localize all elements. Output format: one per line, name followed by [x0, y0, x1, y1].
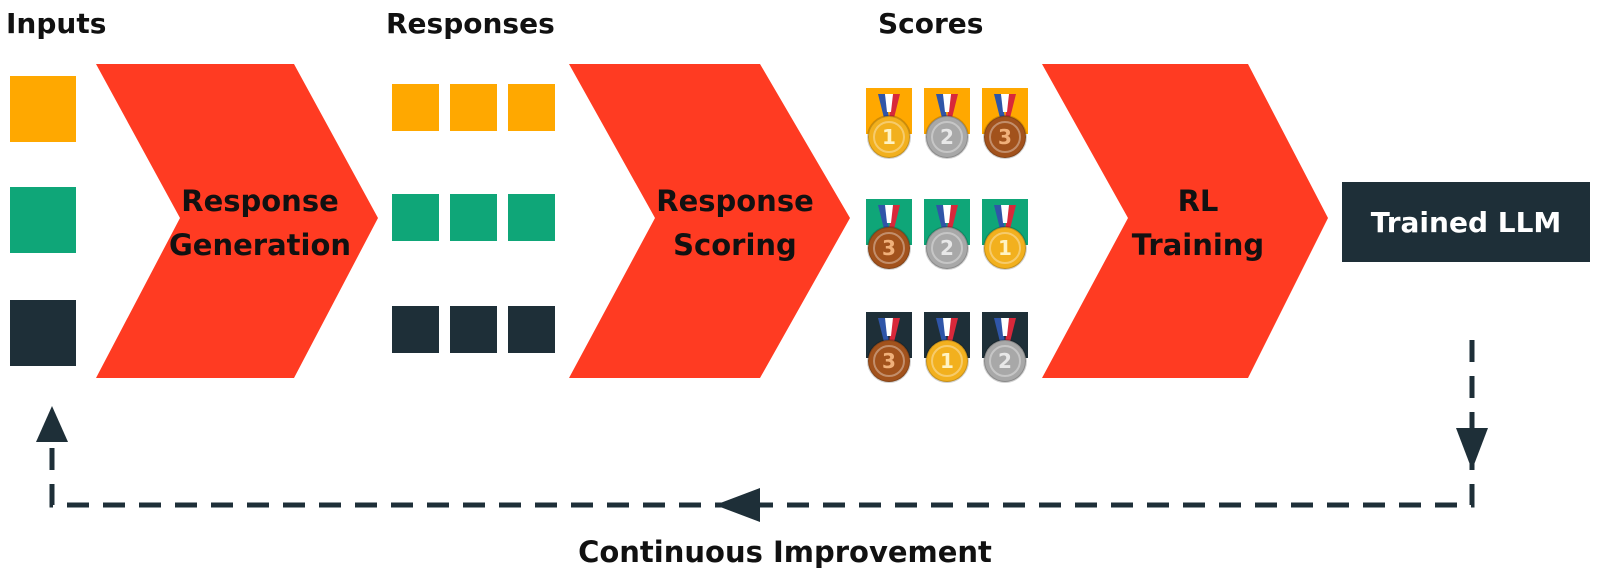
inputs-column [10, 76, 76, 366]
medal-icon [867, 115, 911, 159]
medal-rank: 1 [998, 236, 1012, 260]
response-scoring-label-line1: Response [656, 184, 814, 218]
scored-response: 1 [866, 88, 912, 159]
response-square [450, 194, 497, 241]
medal-ribbon [994, 205, 1016, 229]
scores-column: 1 2 3 3 2 1 3 1 2 [866, 88, 1028, 383]
medal-icon [867, 339, 911, 383]
scored-response: 2 [982, 312, 1028, 383]
medal-rank: 3 [882, 349, 896, 373]
response-square [450, 306, 497, 353]
response-square [392, 194, 439, 241]
response-generation-label-line2: Generation [169, 228, 351, 262]
scored-response: 3 [866, 199, 912, 270]
arrow-down-icon [1456, 428, 1488, 470]
inputs-header: Inputs [6, 7, 106, 40]
medal-rank: 2 [940, 236, 954, 260]
medal-icon [983, 226, 1027, 270]
arrow-left-icon [715, 488, 760, 522]
responses-header: Responses [386, 7, 555, 40]
medal-ribbon [878, 318, 900, 342]
response-generation-label-line1: Response [181, 184, 339, 218]
medal-icon [925, 226, 969, 270]
scored-response: 1 [982, 199, 1028, 270]
medal-ribbon [936, 205, 958, 229]
scores-header: Scores [878, 7, 983, 40]
continuous-improvement-loop-line [49, 340, 1475, 508]
input-square [10, 187, 76, 253]
scored-response: 3 [866, 312, 912, 383]
response-square [392, 306, 439, 353]
medal-rank: 1 [882, 125, 896, 149]
responses-column [392, 84, 555, 353]
medal-icon [925, 339, 969, 383]
response-scoring-arrow [569, 64, 850, 378]
medal-ribbon [936, 94, 958, 118]
medal-ribbon [878, 205, 900, 229]
medal-ribbon [936, 318, 958, 342]
medal-rank: 2 [998, 349, 1012, 373]
rl-training-label-line1: RL [1178, 184, 1219, 218]
arrow-up-icon [36, 406, 68, 442]
medal-rank: 1 [940, 349, 954, 373]
medal-rank: 2 [940, 125, 954, 149]
medal-rank: 3 [882, 236, 896, 260]
medal-rank: 3 [998, 125, 1012, 149]
input-square [10, 300, 76, 366]
medal-ribbon [994, 94, 1016, 118]
medal-icon [925, 115, 969, 159]
rl-training-label-line2: Training [1132, 228, 1264, 262]
response-generation-arrow [96, 64, 378, 378]
medal-ribbon [994, 318, 1016, 342]
scored-response: 2 [924, 88, 970, 159]
medal-icon [983, 339, 1027, 383]
medal-icon [867, 226, 911, 270]
rl-training-arrow [1042, 64, 1328, 378]
medal-ribbon [878, 94, 900, 118]
response-square [508, 84, 555, 131]
continuous-improvement-label: Continuous Improvement [578, 535, 992, 569]
scored-response: 3 [982, 88, 1028, 159]
input-square [10, 76, 76, 142]
trained-llm-box [1342, 182, 1590, 262]
response-scoring-label-line2: Scoring [673, 228, 797, 262]
trained-llm-label: Trained LLM [1371, 206, 1562, 239]
scored-response: 2 [924, 199, 970, 270]
scored-response: 1 [924, 312, 970, 383]
response-square [508, 306, 555, 353]
response-square [392, 84, 439, 131]
response-square [508, 194, 555, 241]
response-square [450, 84, 497, 131]
medal-icon [983, 115, 1027, 159]
